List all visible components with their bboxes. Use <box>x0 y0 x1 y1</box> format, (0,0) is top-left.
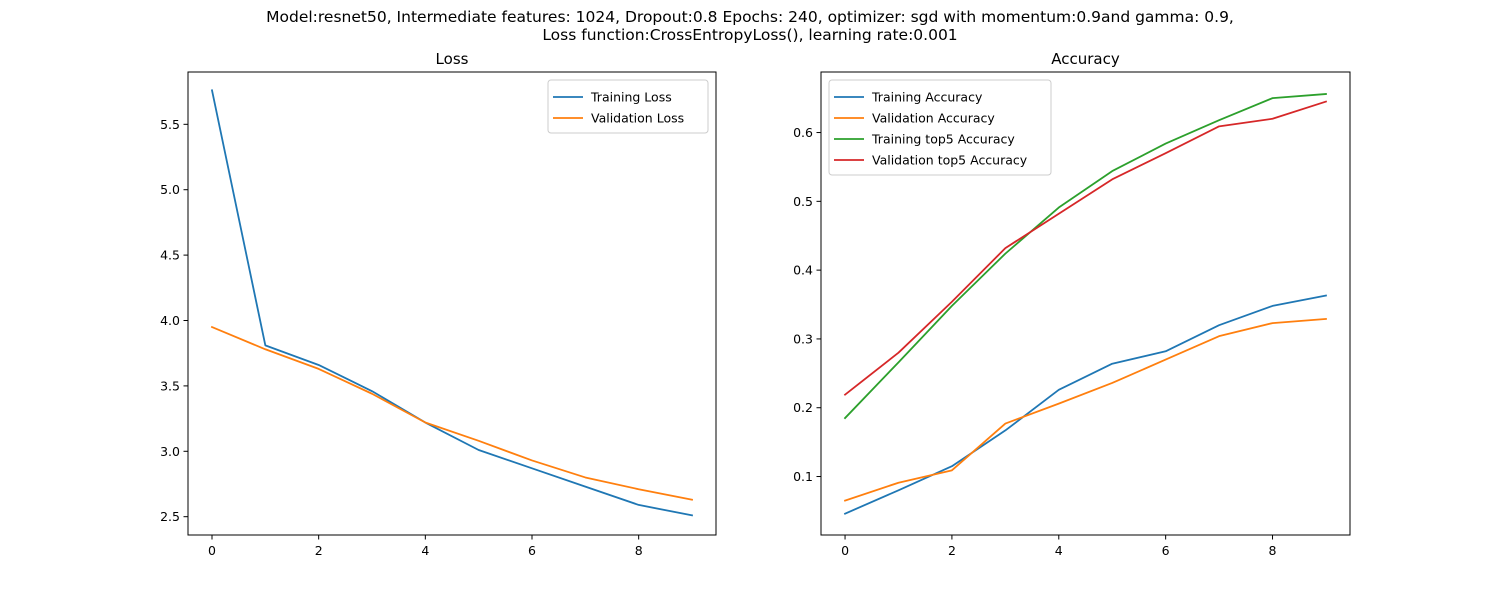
legend-label: Training Loss <box>590 90 672 105</box>
series-line-4 <box>843 100 1328 396</box>
y-tick-label: 4.5 <box>160 248 180 263</box>
y-tick-label: 0.1 <box>793 469 813 484</box>
figure-suptitle: Model:resnet50, Intermediate features: 1… <box>0 8 1500 44</box>
plot-frame <box>187 71 717 536</box>
legend: Training Loss Validation Loss <box>547 79 709 134</box>
x-tick-label: 6 <box>528 543 536 558</box>
legend-label: Training top5 Accuracy <box>871 132 1015 147</box>
x-tick-label: 4 <box>1055 543 1063 558</box>
x-tick-label: 2 <box>315 543 323 558</box>
y-tick-label: 0.2 <box>793 400 813 415</box>
y-tick-label: 2.5 <box>160 509 180 524</box>
suptitle-line-2: Loss function:CrossEntropyLoss(), learni… <box>542 26 958 44</box>
suptitle-line-1: Model:resnet50, Intermediate features: 1… <box>266 8 1234 26</box>
series-line-1 <box>210 89 694 517</box>
chart-panel-1: Loss 0 2 4 6 8 2.5 3.0 3.5 4.0 4.5 5.0 5.5 Training L… <box>160 50 717 558</box>
y-tick-label: 0.4 <box>793 263 813 278</box>
y-tick-label: 0.3 <box>793 331 813 346</box>
plot-frame <box>820 71 1351 536</box>
chart-title: Accuracy <box>1051 50 1120 68</box>
series-line-3 <box>843 93 1327 420</box>
legend-box <box>828 79 1052 176</box>
x-tick-label: 8 <box>1269 543 1277 558</box>
series-line-2 <box>843 318 1327 502</box>
legend-label: Training Accuracy <box>871 90 983 105</box>
legend-box <box>547 79 709 134</box>
legend-label: Validation top5 Accuracy <box>872 153 1028 168</box>
x-tick-label: 6 <box>1162 543 1170 558</box>
x-tick-label: 8 <box>635 543 643 558</box>
legend-label: Validation Loss <box>591 111 684 126</box>
y-tick-label: 4.0 <box>160 313 180 328</box>
series-line-1 <box>843 294 1328 515</box>
legend-label: Validation Accuracy <box>872 111 995 126</box>
y-tick-label: 5.5 <box>160 117 180 132</box>
x-tick-label: 2 <box>948 543 956 558</box>
y-tick-label: 3.5 <box>160 378 180 393</box>
series-line-2 <box>210 325 694 501</box>
x-tick-label: 0 <box>208 543 216 558</box>
chart-panel-2: Accuracy 0 2 4 6 8 0.1 0.2 0.3 0.4 0.5 0.6 Training … <box>793 50 1351 558</box>
x-tick-label: 4 <box>421 543 429 558</box>
y-tick-label: 3.0 <box>160 444 180 459</box>
y-tick-label: 0.6 <box>793 125 813 140</box>
y-tick-label: 5.0 <box>160 182 180 197</box>
legend: Training Accuracy Validation Accuracy Trai… <box>828 79 1052 176</box>
y-tick-label: 0.5 <box>793 194 813 209</box>
chart-title: Loss <box>436 50 469 68</box>
x-tick-label: 0 <box>841 543 849 558</box>
